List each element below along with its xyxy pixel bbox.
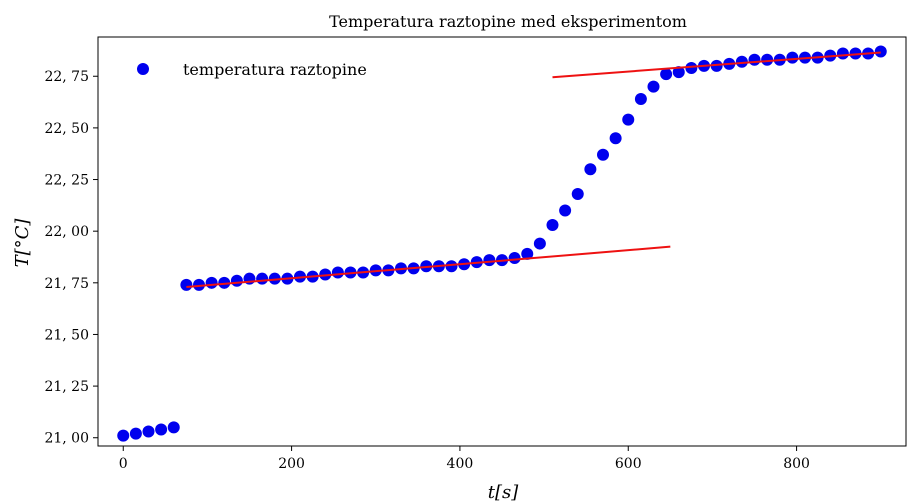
data-point xyxy=(622,114,634,126)
x-tick-label: 400 xyxy=(447,456,474,472)
y-tick-label: 22, 00 xyxy=(44,224,89,240)
data-point xyxy=(143,426,155,438)
y-tick-label: 21, 75 xyxy=(44,276,89,292)
data-point xyxy=(761,54,773,66)
legend-marker xyxy=(137,63,149,75)
legend: temperatura raztopine xyxy=(137,60,367,79)
data-point xyxy=(180,279,192,291)
chart-title: Temperatura raztopine med eksperimentom xyxy=(329,12,687,31)
plot-frame xyxy=(98,37,906,446)
x-tick-label: 800 xyxy=(783,456,810,472)
data-point xyxy=(635,93,647,105)
y-tick-label: 21, 50 xyxy=(44,327,89,343)
data-point xyxy=(837,48,849,60)
fit-line xyxy=(186,247,670,287)
data-point xyxy=(446,260,458,272)
y-tick-label: 21, 25 xyxy=(44,379,89,395)
data-point xyxy=(547,219,559,231)
x-tick-label: 0 xyxy=(119,456,128,472)
data-point xyxy=(130,428,142,440)
fit-lines xyxy=(186,52,880,286)
data-point xyxy=(231,275,243,287)
data-point xyxy=(610,132,622,144)
data-point xyxy=(572,188,584,200)
legend-label: temperatura raztopine xyxy=(183,60,367,79)
data-point xyxy=(155,423,167,435)
data-point xyxy=(597,149,609,161)
x-axis-ticks: 0 200 400 600 800 xyxy=(119,446,810,472)
y-axis-ticks: 21, 00 21, 25 21, 50 21, 75 22, 00 22, 25 22, … xyxy=(44,69,98,446)
data-point xyxy=(749,54,761,66)
data-point xyxy=(534,238,546,250)
y-tick-label: 22, 25 xyxy=(44,173,89,189)
data-point xyxy=(559,205,571,217)
data-point xyxy=(584,163,596,175)
data-point xyxy=(117,430,129,442)
data-point xyxy=(483,254,495,266)
x-tick-label: 600 xyxy=(615,456,642,472)
y-tick-label: 21, 00 xyxy=(44,431,89,447)
data-point xyxy=(206,277,218,289)
data-point xyxy=(256,273,268,285)
y-tick-label: 22, 75 xyxy=(44,69,89,85)
y-tick-label: 22, 50 xyxy=(44,121,89,137)
data-point xyxy=(509,252,521,264)
x-tick-label: 200 xyxy=(278,456,305,472)
data-points xyxy=(117,45,887,441)
data-point xyxy=(168,421,180,433)
data-point xyxy=(786,52,798,64)
x-axis-label: t[s] xyxy=(488,482,519,502)
y-axis-label: T[°C] xyxy=(12,218,33,268)
data-point xyxy=(332,266,344,278)
data-point xyxy=(648,81,660,93)
data-point xyxy=(875,45,887,57)
fit-line xyxy=(553,52,881,77)
